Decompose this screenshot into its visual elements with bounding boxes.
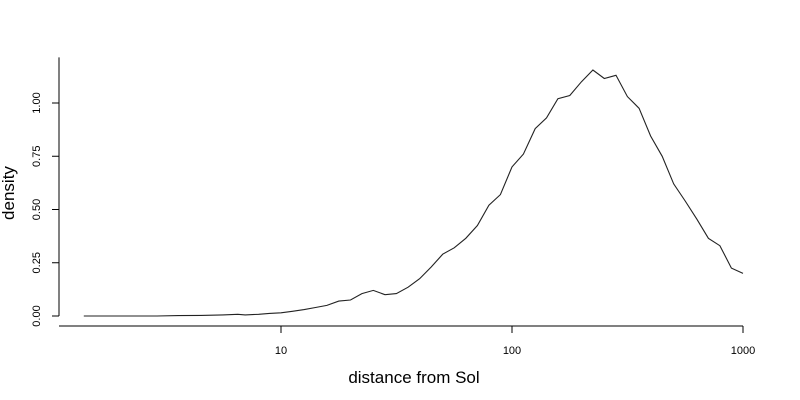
plot-area: [83, 69, 744, 317]
y-tick-label: 0.25: [31, 252, 43, 273]
y-tick-label: 0.00: [31, 305, 43, 326]
x-tick-label: 10: [275, 345, 287, 357]
y-tick-label: 0.75: [31, 146, 43, 167]
x-axis-title: distance from Sol: [348, 368, 479, 387]
y-tick-label: 1.00: [31, 92, 43, 113]
x-axis: 10 100 1000: [59, 325, 755, 357]
y-axis-title: density: [0, 166, 18, 220]
x-tick-label: 100: [503, 345, 521, 357]
y-axis: 0.00 0.25 0.50 0.75 1.00: [31, 57, 60, 327]
x-tick-label: 1000: [731, 345, 755, 357]
density-series-line: [83, 69, 744, 317]
y-tick-label: 0.50: [31, 199, 43, 220]
